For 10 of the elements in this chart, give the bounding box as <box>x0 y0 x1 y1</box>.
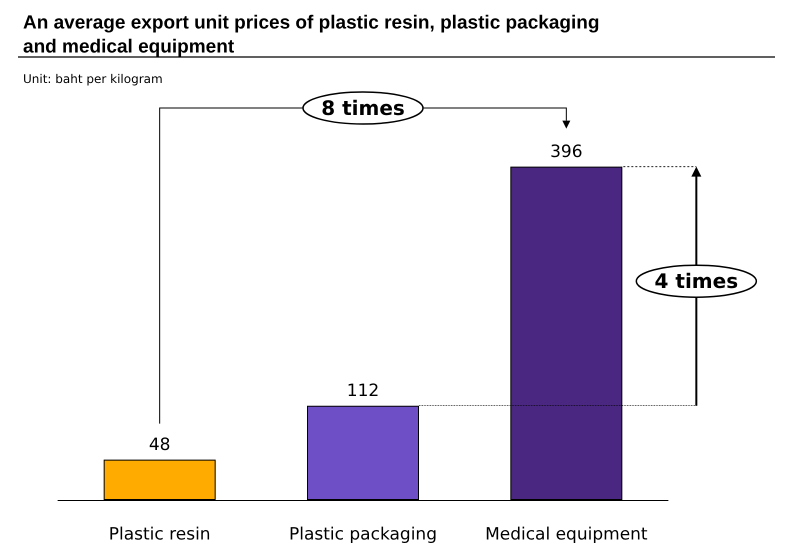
x-tick-label: Medical equipment <box>485 524 648 544</box>
chart-title: An average export unit prices of plastic resin, plastic packaging and medical equipment <box>23 12 605 58</box>
annotation: 4 times <box>654 269 738 294</box>
text: 8 times <box>321 96 405 120</box>
data-label: 112 <box>346 381 380 402</box>
chart-subtitle: Unit: baht per kilogram <box>23 72 163 86</box>
x-tick-label: Plastic packaging <box>289 524 437 544</box>
x-tick-label: Plastic resin <box>108 524 211 544</box>
data-label: 48 <box>148 435 170 456</box>
data-label: 396 <box>550 142 583 162</box>
